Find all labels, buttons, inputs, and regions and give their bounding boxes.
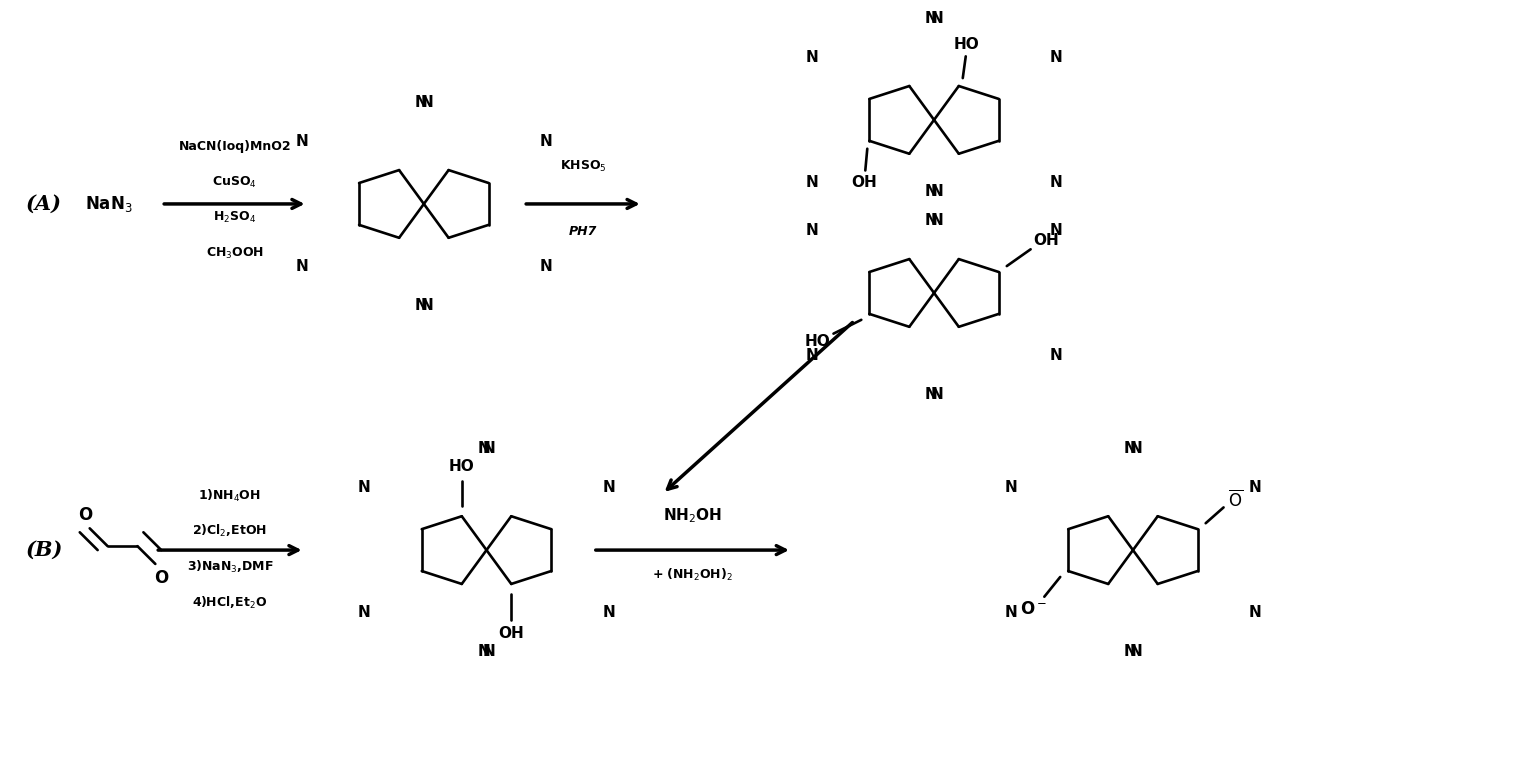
Text: N: N [358,480,370,495]
Text: 1)NH$_4$OH: 1)NH$_4$OH [198,488,262,503]
Text: HO: HO [449,459,475,475]
Text: HO: HO [805,334,831,349]
Text: NH$_2$OH: NH$_2$OH [664,506,721,525]
Text: O: O [79,506,93,525]
Text: H$_2$SO$_4$: H$_2$SO$_4$ [213,210,257,226]
Text: N: N [603,480,615,495]
Text: (B): (B) [26,540,64,560]
Text: N: N [482,441,496,456]
Text: N: N [478,643,490,659]
Text: O: O [154,569,169,587]
Text: N: N [925,185,938,199]
Text: N: N [1129,643,1142,659]
Text: NaCN(Ioq)MnO2: NaCN(Ioq)MnO2 [178,140,291,153]
Text: N: N [805,348,819,363]
Text: CH$_3$OOH: CH$_3$OOH [205,246,263,261]
Text: N: N [930,11,944,26]
Text: N: N [1050,175,1062,190]
Text: N: N [1005,605,1017,620]
Text: N: N [603,605,615,620]
Text: KHSO$_5$: KHSO$_5$ [560,159,606,174]
Text: N: N [805,50,819,65]
Text: N: N [414,95,428,111]
Text: 2)Cl$_2$,EtOH: 2)Cl$_2$,EtOH [192,523,268,539]
Text: HO: HO [954,37,980,52]
Text: N: N [1250,480,1262,495]
Text: NaN$_3$: NaN$_3$ [85,194,132,214]
Text: N: N [420,298,432,313]
Text: N: N [805,223,819,238]
Text: 3)NaN$_3$,DMF: 3)NaN$_3$,DMF [187,559,274,575]
Text: N: N [540,134,552,149]
Text: N: N [1123,643,1137,659]
Text: N: N [930,213,944,229]
Text: N: N [1050,223,1062,238]
Text: N: N [1050,50,1062,65]
Text: N: N [478,441,490,456]
Text: N: N [805,175,819,190]
Text: $\overline{\mathrm{O}}$: $\overline{\mathrm{O}}$ [1228,489,1243,510]
Text: OH: OH [851,175,877,190]
Text: N: N [1129,441,1142,456]
Text: N: N [1250,605,1262,620]
Text: PH7: PH7 [569,225,597,238]
Text: N: N [295,259,307,274]
Text: N: N [358,605,370,620]
Text: N: N [1005,480,1017,495]
Text: CuSO$_4$: CuSO$_4$ [213,175,257,190]
Text: N: N [420,95,432,111]
Text: N: N [925,11,938,26]
Text: 4)HCl,Et$_2$O: 4)HCl,Et$_2$O [192,594,268,611]
Text: N: N [925,387,938,401]
Text: N: N [482,643,496,659]
Text: N: N [295,134,307,149]
Text: + (NH$_2$OH)$_2$: + (NH$_2$OH)$_2$ [651,567,732,583]
Text: OH: OH [1033,233,1059,248]
Text: (A): (A) [26,194,62,214]
Text: O$^-$: O$^-$ [1020,600,1047,618]
Text: N: N [930,387,944,401]
Text: N: N [540,259,552,274]
Text: OH: OH [498,626,524,641]
Text: N: N [414,298,428,313]
Text: N: N [925,213,938,229]
Text: N: N [1050,348,1062,363]
Text: N: N [1123,441,1137,456]
Text: N: N [930,185,944,199]
